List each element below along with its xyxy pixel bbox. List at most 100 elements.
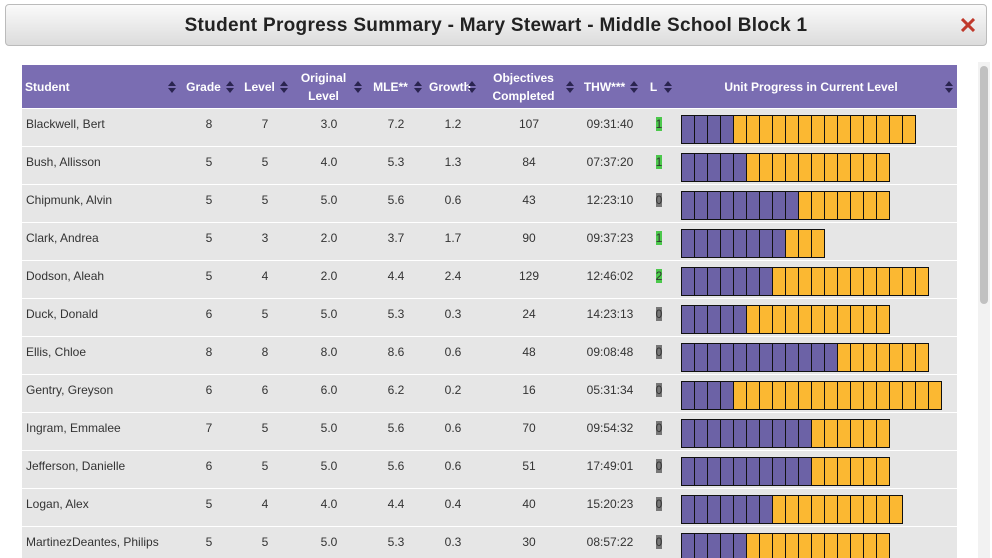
unit-remaining: [759, 305, 773, 334]
unit-remaining: [733, 381, 747, 410]
cell-text: 8: [205, 345, 213, 359]
cell-text: 08:57:22: [586, 535, 634, 549]
column-header-text: THW***: [583, 79, 626, 94]
sort-icon[interactable]: [630, 81, 638, 93]
table-cell: 6.0: [292, 374, 366, 413]
sort-icon[interactable]: [280, 81, 288, 93]
unit-completed: [733, 267, 747, 296]
table-cell: 2: [642, 260, 676, 299]
table-cell: 51: [480, 450, 578, 489]
level-badge: 1: [655, 155, 663, 169]
table-cell: 5: [238, 412, 292, 451]
table-row: Jefferson, Danielle 6 5 5.0 5.6 0.6 51 17:49:01…: [22, 450, 957, 489]
column-header[interactable]: Unit Progress in Current Level: [676, 65, 957, 109]
table-cell: 14:23:13: [578, 298, 642, 337]
sort-icon[interactable]: [566, 81, 574, 93]
unit-completed: [733, 343, 747, 372]
sort-icon[interactable]: [168, 81, 176, 93]
cell-text: 5: [205, 231, 213, 245]
sort-icon[interactable]: [226, 81, 234, 93]
cell-text: 5.0: [320, 193, 338, 207]
unit-completed: [772, 191, 786, 220]
table-cell: 70: [480, 412, 578, 451]
table-cell: 0: [642, 450, 676, 489]
table-cell: 09:37:23: [578, 222, 642, 261]
unit-remaining: [824, 419, 838, 448]
table-cell: 6: [180, 450, 238, 489]
column-header[interactable]: Level: [238, 65, 292, 109]
table-row: Gentry, Greyson 6 6 6.0 6.2 0.2 16 05:31:34 0: [22, 374, 957, 413]
unit-remaining: [837, 533, 851, 558]
table-cell: 16: [480, 374, 578, 413]
table-cell: 8: [238, 336, 292, 375]
table-cell: 5: [180, 146, 238, 185]
table-cell: 3.0: [292, 108, 366, 147]
column-header[interactable]: Objectives Completed: [480, 65, 578, 109]
table-cell: Blackwell, Bert: [22, 108, 180, 147]
unit-remaining: [785, 533, 799, 558]
table-cell: 0.2: [426, 374, 480, 413]
unit-progress-cell: [676, 146, 957, 185]
sort-icon[interactable]: [468, 81, 476, 93]
table-cell: 1: [642, 108, 676, 147]
unit-completed: [824, 343, 838, 372]
table-cell: 09:31:40: [578, 108, 642, 147]
level-badge: 0: [655, 383, 663, 397]
unit-progress-bar: [681, 343, 957, 372]
unit-remaining: [811, 191, 825, 220]
unit-remaining: [863, 267, 877, 296]
table-cell: 5.3: [366, 146, 426, 185]
unit-progress-cell: [676, 184, 957, 223]
cell-text: 2.0: [320, 231, 338, 245]
unit-remaining: [824, 115, 838, 144]
table-cell: 0: [642, 412, 676, 451]
unit-completed: [746, 419, 760, 448]
table-cell: 07:37:20: [578, 146, 642, 185]
unit-completed: [681, 115, 695, 144]
unit-remaining: [811, 495, 825, 524]
cell-text: 0.6: [444, 193, 462, 207]
cell-text: 2.0: [320, 269, 338, 283]
unit-completed: [707, 343, 721, 372]
unit-remaining: [746, 305, 760, 334]
unit-completed: [772, 343, 786, 372]
cell-text: 09:08:48: [586, 345, 634, 359]
column-header[interactable]: L: [642, 65, 676, 109]
close-button[interactable]: [961, 18, 975, 32]
column-header[interactable]: Original Level: [292, 65, 366, 109]
table-cell: 12:23:10: [578, 184, 642, 223]
level-badge: 0: [655, 421, 663, 435]
unit-remaining: [772, 153, 786, 182]
cell-text: 24: [522, 307, 536, 321]
sort-icon[interactable]: [414, 81, 422, 93]
unit-remaining: [928, 381, 942, 410]
unit-remaining: [837, 457, 851, 486]
column-header[interactable]: MLE**: [366, 65, 426, 109]
cell-text: 0.2: [444, 383, 462, 397]
table-cell: Bush, Allisson: [22, 146, 180, 185]
scrollbar-thumb[interactable]: [980, 66, 988, 304]
column-header[interactable]: Student: [22, 65, 180, 109]
unit-remaining: [902, 343, 916, 372]
cell-text: 6: [261, 383, 269, 397]
unit-remaining: [772, 115, 786, 144]
unit-completed: [798, 457, 812, 486]
unit-completed: [694, 267, 708, 296]
unit-completed: [785, 457, 799, 486]
cell-text: 5.0: [320, 459, 338, 473]
cell-text: 0.4: [444, 497, 462, 511]
sort-icon[interactable]: [945, 81, 953, 93]
sort-icon[interactable]: [354, 81, 362, 93]
column-header[interactable]: Grade: [180, 65, 238, 109]
unit-remaining: [850, 305, 864, 334]
unit-completed: [694, 381, 708, 410]
column-header[interactable]: THW***: [578, 65, 642, 109]
level-badge: 0: [655, 535, 663, 549]
sort-icon[interactable]: [664, 81, 672, 93]
unit-remaining: [811, 457, 825, 486]
unit-remaining: [785, 229, 799, 258]
cell-text: 5: [205, 269, 213, 283]
table-cell: 6.2: [366, 374, 426, 413]
unit-remaining: [863, 191, 877, 220]
column-header[interactable]: Growth: [426, 65, 480, 109]
